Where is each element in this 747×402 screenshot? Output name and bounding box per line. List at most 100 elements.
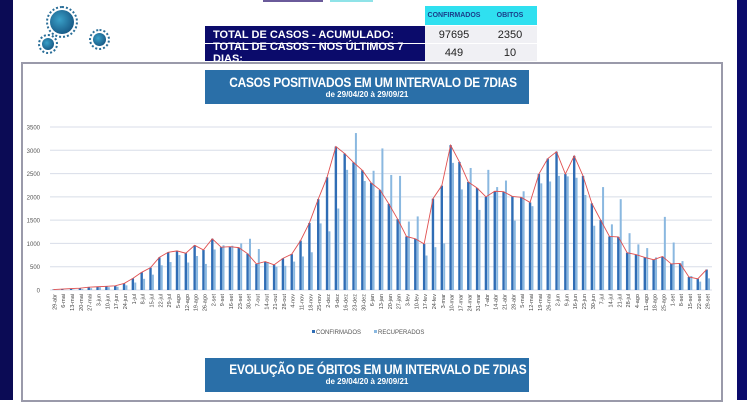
- bar-recuperados: [364, 181, 366, 290]
- x-tick-label: 4-nov: [291, 294, 297, 308]
- bar-confirmados: [520, 197, 522, 290]
- x-tick-label: 3-fev: [405, 294, 411, 306]
- bar-confirmados: [211, 239, 213, 290]
- bar-recuperados: [381, 148, 383, 290]
- bar-recuperados: [637, 244, 639, 290]
- x-tick-label: 12-ago: [185, 294, 191, 311]
- bar-confirmados: [529, 202, 531, 290]
- bar-recuperados: [673, 242, 675, 290]
- bar-confirmados: [176, 251, 178, 290]
- bar-confirmados: [193, 245, 195, 290]
- bar-confirmados: [352, 162, 354, 290]
- bar-recuperados: [690, 276, 692, 290]
- x-tick-label: 8-jul: [141, 294, 147, 304]
- bar-confirmados: [202, 250, 204, 290]
- x-tick-label: 31-mar: [476, 294, 482, 312]
- bar-confirmados: [661, 256, 663, 290]
- bar-recuperados: [708, 278, 710, 290]
- x-tick-label: 16-jun: [573, 294, 579, 309]
- bar-recuperados: [523, 191, 525, 290]
- bar-confirmados: [688, 277, 690, 290]
- bar-recuperados: [655, 257, 657, 290]
- bar-confirmados: [547, 159, 549, 290]
- bar-recuperados: [125, 285, 127, 290]
- x-tick-label: 27-mai: [88, 294, 94, 311]
- bar-recuperados: [478, 210, 480, 290]
- bar-confirmados: [432, 199, 434, 290]
- bar-recuperados: [699, 282, 701, 290]
- bar-confirmados: [308, 223, 310, 290]
- x-tick-label: 13-mai: [70, 294, 76, 311]
- x-tick-label: 29-set: [706, 294, 712, 310]
- x-tick-label: 17-mar: [458, 294, 464, 312]
- bar-confirmados: [705, 270, 707, 290]
- bar-confirmados: [449, 145, 451, 290]
- bar-confirmados: [441, 186, 443, 290]
- bar-confirmados: [282, 258, 284, 290]
- legend-swatch-recuperados: [374, 330, 377, 333]
- bar-recuperados: [320, 223, 322, 290]
- bar-confirmados: [132, 278, 134, 290]
- bar-confirmados: [343, 154, 345, 290]
- bar-recuperados: [311, 252, 313, 290]
- bar-confirmados: [697, 279, 699, 290]
- bar-recuperados: [408, 222, 410, 290]
- bar-recuperados: [514, 221, 516, 290]
- bar-confirmados: [485, 197, 487, 290]
- x-tick-label: 26-ago: [202, 294, 208, 311]
- x-tick-label: 14-abr: [494, 294, 500, 310]
- bar-recuperados: [284, 266, 286, 290]
- x-tick-label: 8-set: [679, 294, 685, 307]
- bar-recuperados: [205, 264, 207, 290]
- bar-confirmados: [299, 241, 301, 290]
- x-tick-label: 14-out: [264, 294, 270, 310]
- x-tick-label: 21-jul: [617, 294, 623, 307]
- x-tick-label: 11-ago: [644, 294, 650, 311]
- x-tick-label: 25-ago: [661, 294, 667, 311]
- bar-confirmados: [185, 253, 187, 290]
- bar-recuperados: [443, 243, 445, 290]
- x-tick-label: 16-set: [229, 294, 235, 310]
- bar-recuperados: [549, 181, 551, 290]
- x-tick-label: 30-jun: [591, 294, 597, 309]
- bar-recuperados: [611, 224, 613, 290]
- bar-confirmados: [167, 252, 169, 290]
- y-tick-label: 2000: [27, 195, 41, 201]
- bar-recuperados: [540, 183, 542, 290]
- x-tick-label: 4-ago: [635, 294, 641, 308]
- deaths-title-box: EVOLUÇÃO DE ÓBITOS EM UM INTERVALO DE 7D…: [205, 358, 529, 392]
- bar-recuperados: [373, 171, 375, 290]
- x-tick-label: 7-jul: [600, 294, 606, 304]
- x-tick-label: 2-set: [211, 294, 217, 307]
- x-tick-label: 3-mar: [441, 294, 447, 309]
- bar-recuperados: [584, 195, 586, 290]
- bar-confirmados: [405, 236, 407, 290]
- bar-recuperados: [629, 233, 631, 290]
- bar-confirmados: [670, 264, 672, 290]
- bar-recuperados: [143, 279, 145, 290]
- bar-confirmados: [379, 190, 381, 290]
- bar-confirmados: [229, 247, 231, 290]
- bar-recuperados: [417, 216, 419, 290]
- bar-confirmados: [220, 247, 222, 290]
- deaths-chart-title: EVOLUÇÃO DE ÓBITOS EM UM INTERVALO DE 7D…: [229, 361, 504, 377]
- bar-recuperados: [496, 187, 498, 290]
- x-tick-label: 7-out: [255, 294, 261, 307]
- bar-recuperados: [170, 262, 172, 290]
- x-tick-label: 21-abr: [503, 294, 509, 310]
- bar-recuperados: [275, 267, 277, 290]
- bar-recuperados: [90, 288, 92, 290]
- deaths-chart-subtitle: de 29/04/20 à 29/09/21: [205, 377, 529, 386]
- bar-recuperados: [531, 206, 533, 290]
- bar-recuperados: [293, 262, 295, 290]
- bar-confirmados: [644, 257, 646, 290]
- bar-confirmados: [599, 220, 601, 290]
- bar-recuperados: [328, 231, 330, 290]
- x-tick-label: 19-ago: [194, 294, 200, 311]
- x-tick-label: 24-fev: [432, 294, 438, 310]
- bar-confirmados: [573, 156, 575, 290]
- bar-recuperados: [355, 133, 357, 290]
- bar-confirmados: [591, 203, 593, 290]
- bar-confirmados: [414, 239, 416, 290]
